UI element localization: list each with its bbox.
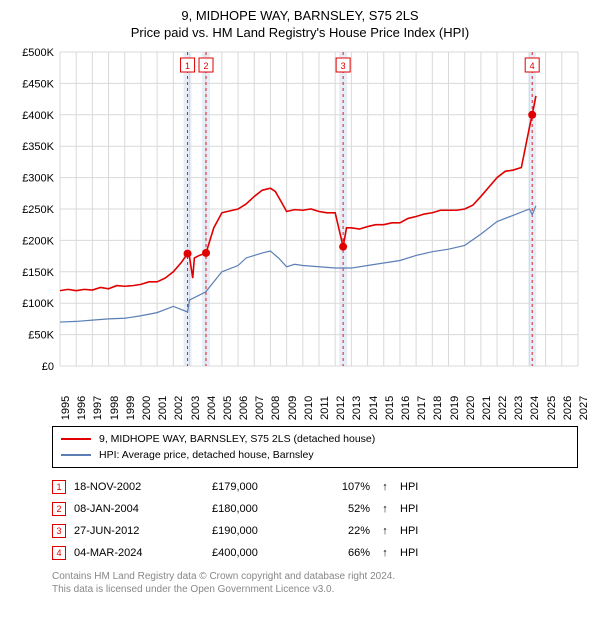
- legend-item: HPI: Average price, detached house, Barn…: [61, 447, 569, 463]
- sale-price: £179,000: [212, 481, 302, 493]
- up-arrow-icon: ↑: [378, 547, 392, 559]
- footer-line: This data is licensed under the Open Gov…: [52, 583, 578, 596]
- x-tick-label: 2009: [287, 396, 299, 420]
- x-tick-label: 2020: [465, 396, 477, 420]
- sales-row: 3 27-JUN-2012 £190,000 22% ↑ HPI: [52, 520, 578, 542]
- x-tick-label: 2016: [400, 396, 412, 420]
- up-arrow-icon: ↑: [378, 525, 392, 537]
- x-tick-label: 2012: [335, 396, 347, 420]
- x-tick-label: 2005: [222, 396, 234, 420]
- chart-subtitle: Price paid vs. HM Land Registry's House …: [8, 25, 592, 40]
- sale-date: 27-JUN-2012: [74, 525, 204, 537]
- legend-label: HPI: Average price, detached house, Barn…: [99, 449, 314, 461]
- sale-marker: 4: [52, 546, 66, 560]
- svg-text:1: 1: [185, 61, 190, 71]
- sale-pct: 107%: [310, 481, 370, 493]
- sale-pct: 66%: [310, 547, 370, 559]
- x-tick-label: 2027: [578, 396, 590, 420]
- x-tick-label: 2001: [157, 396, 169, 420]
- svg-text:£250K: £250K: [22, 204, 54, 216]
- sales-row: 2 08-JAN-2004 £180,000 52% ↑ HPI: [52, 498, 578, 520]
- x-tick-label: 2017: [416, 396, 428, 420]
- x-tick-label: 2007: [254, 396, 266, 420]
- chart-title: 9, MIDHOPE WAY, BARNSLEY, S75 2LS: [8, 8, 592, 23]
- sales-table: 1 18-NOV-2002 £179,000 107% ↑ HPI 2 08-JAN-2004…: [52, 476, 578, 564]
- sale-marker: 2: [52, 502, 66, 516]
- x-tick-label: 2006: [238, 396, 250, 420]
- x-tick-label: 2026: [562, 396, 574, 420]
- sale-pct: 52%: [310, 503, 370, 515]
- svg-text:2: 2: [204, 61, 209, 71]
- x-tick-label: 2025: [546, 396, 558, 420]
- sale-hpi-label: HPI: [400, 547, 430, 559]
- svg-text:4: 4: [530, 61, 535, 71]
- legend-swatch: [61, 454, 91, 456]
- x-tick-label: 1996: [76, 396, 88, 420]
- x-tick-label: 1999: [125, 396, 137, 420]
- sales-row: 4 04-MAR-2024 £400,000 66% ↑ HPI: [52, 542, 578, 564]
- legend: 9, MIDHOPE WAY, BARNSLEY, S75 2LS (detac…: [52, 426, 578, 468]
- svg-text:£50K: £50K: [28, 330, 54, 342]
- svg-text:£200K: £200K: [22, 235, 54, 247]
- svg-text:£500K: £500K: [22, 47, 54, 59]
- x-tick-label: 2022: [497, 396, 509, 420]
- sale-price: £400,000: [212, 547, 302, 559]
- chart-area: £0 £50K £100K £150K £200K £250K £300K £350K £400…: [8, 46, 592, 376]
- sale-pct: 22%: [310, 525, 370, 537]
- footer: Contains HM Land Registry data © Crown c…: [52, 570, 578, 596]
- x-tick-label: 2000: [141, 396, 153, 420]
- sale-hpi-label: HPI: [400, 503, 430, 515]
- svg-text:£350K: £350K: [22, 141, 54, 153]
- x-axis-labels: 1995 1996 1997 1998 1999 2000 2001 2002 2003 2004…: [8, 378, 592, 420]
- sale-hpi-label: HPI: [400, 481, 430, 493]
- sale-marker: 1: [52, 480, 66, 494]
- x-tick-label: 1995: [60, 396, 72, 420]
- svg-text:3: 3: [341, 61, 346, 71]
- svg-text:£150K: £150K: [22, 267, 54, 279]
- x-tick-label: 2015: [384, 396, 396, 420]
- up-arrow-icon: ↑: [378, 503, 392, 515]
- sale-hpi-label: HPI: [400, 525, 430, 537]
- x-tick-label: 2018: [432, 396, 444, 420]
- chart-svg: £0 £50K £100K £150K £200K £250K £300K £350K £400…: [8, 46, 592, 376]
- chart-titles: 9, MIDHOPE WAY, BARNSLEY, S75 2LS Price …: [8, 8, 592, 46]
- svg-text:£0: £0: [42, 361, 54, 373]
- x-tick-label: 2013: [351, 396, 363, 420]
- legend-swatch: [61, 438, 91, 440]
- x-tick-label: 2008: [270, 396, 282, 420]
- svg-text:£400K: £400K: [22, 110, 54, 122]
- sale-price: £180,000: [212, 503, 302, 515]
- svg-text:£300K: £300K: [22, 173, 54, 185]
- up-arrow-icon: ↑: [378, 481, 392, 493]
- x-tick-label: 2014: [368, 396, 380, 420]
- x-tick-label: 2003: [190, 396, 202, 420]
- x-tick-label: 2019: [449, 396, 461, 420]
- footer-line: Contains HM Land Registry data © Crown c…: [52, 570, 578, 583]
- sale-date: 04-MAR-2024: [74, 547, 204, 559]
- x-tick-label: 2011: [319, 396, 331, 420]
- sales-row: 1 18-NOV-2002 £179,000 107% ↑ HPI: [52, 476, 578, 498]
- legend-label: 9, MIDHOPE WAY, BARNSLEY, S75 2LS (detac…: [99, 433, 375, 445]
- svg-text:£450K: £450K: [22, 78, 54, 90]
- legend-item: 9, MIDHOPE WAY, BARNSLEY, S75 2LS (detac…: [61, 431, 569, 447]
- x-tick-label: 2002: [173, 396, 185, 420]
- x-tick-label: 2021: [481, 396, 493, 420]
- svg-text:£100K: £100K: [22, 298, 54, 310]
- sale-date: 08-JAN-2004: [74, 503, 204, 515]
- x-tick-label: 2010: [303, 396, 315, 420]
- sale-date: 18-NOV-2002: [74, 481, 204, 493]
- x-tick-label: 2023: [513, 396, 525, 420]
- x-tick-label: 1998: [109, 396, 121, 420]
- x-tick-label: 1997: [92, 396, 104, 420]
- x-tick-label: 2004: [206, 396, 218, 420]
- sale-price: £190,000: [212, 525, 302, 537]
- x-tick-label: 2024: [529, 396, 541, 420]
- sale-marker: 3: [52, 524, 66, 538]
